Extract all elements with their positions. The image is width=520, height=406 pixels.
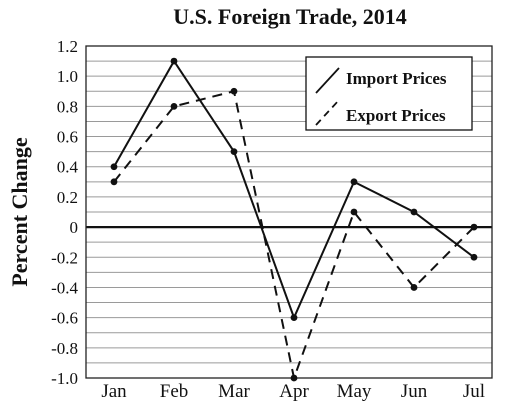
y-tick-label: 1.0 <box>57 67 78 86</box>
legend: Import Prices Export Prices <box>305 56 473 131</box>
legend-label-export: Export Prices <box>346 106 446 125</box>
x-tick-labels: Jan Feb Mar Apr May Jun Jul <box>101 381 485 402</box>
data-point-export-prices <box>110 178 118 186</box>
x-tick-label: Apr <box>279 381 309 402</box>
x-tick-label: Feb <box>160 381 189 402</box>
y-tick-label: -1.0 <box>51 369 78 388</box>
data-point-export-prices <box>290 374 298 382</box>
data-point-import-prices <box>350 178 358 186</box>
y-tick-label: -0.8 <box>51 339 78 358</box>
data-point-import-prices <box>410 208 418 216</box>
data-point-import-prices <box>230 148 238 156</box>
data-point-export-prices <box>350 208 358 216</box>
x-tick-label: Jun <box>401 381 428 402</box>
data-point-import-prices <box>290 314 298 322</box>
data-point-export-prices <box>410 284 418 291</box>
data-point-import-prices <box>170 57 178 65</box>
y-tick-label: -0.6 <box>51 309 78 328</box>
legend-swatch-import <box>315 67 340 94</box>
legend-box <box>305 56 473 131</box>
gridlines <box>86 60 492 364</box>
x-tick-label: Jul <box>463 381 485 402</box>
y-tick-label: -0.4 <box>51 278 78 297</box>
y-tick-label: 0.6 <box>57 128 78 147</box>
legend-swatch-export <box>315 99 340 126</box>
series-group <box>110 57 478 382</box>
data-point-export-prices <box>170 102 178 110</box>
y-tick-label: 0.4 <box>57 158 79 177</box>
y-axis-label: Percent Change <box>7 137 32 287</box>
y-tick-label: 1.2 <box>57 37 78 56</box>
y-tick-label: 0.2 <box>57 188 78 207</box>
data-point-export-prices <box>470 223 478 231</box>
series-line-export-prices <box>113 90 475 382</box>
data-point-export-prices <box>230 87 238 95</box>
x-tick-label: Mar <box>218 381 250 402</box>
y-tick-label: 0 <box>70 218 79 237</box>
chart-title: U.S. Foreign Trade, 2014 <box>173 4 406 29</box>
x-tick-label: Jan <box>101 381 127 402</box>
x-tick-label: May <box>337 381 372 402</box>
data-point-import-prices <box>470 253 478 261</box>
y-tick-labels: 1.2 1.0 0.8 0.6 0.4 0.2 0 -0.2 -0.4 -0.6 -0.8 -1.0 <box>51 37 78 388</box>
y-tick-label: 0.8 <box>57 97 78 116</box>
data-point-import-prices <box>110 163 118 171</box>
y-tick-label: -0.2 <box>51 248 78 267</box>
plot-frame <box>85 45 493 379</box>
legend-label-import: Import Prices <box>346 69 447 88</box>
